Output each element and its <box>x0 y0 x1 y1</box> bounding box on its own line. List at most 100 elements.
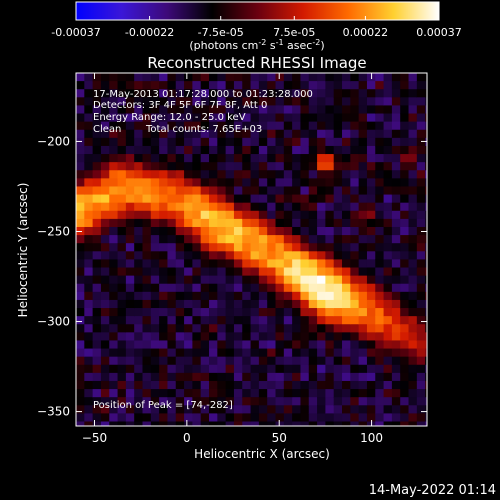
heatmap-cell <box>192 259 202 269</box>
heatmap-cell <box>325 291 335 301</box>
heatmap-cell <box>242 332 252 342</box>
heatmap-cell <box>233 332 243 342</box>
heatmap-cell <box>100 73 110 82</box>
heatmap-cell <box>250 243 260 252</box>
heatmap-cell <box>425 380 427 390</box>
heatmap-cell <box>192 380 202 390</box>
heatmap-cell <box>76 340 85 350</box>
heatmap-cell <box>383 73 393 82</box>
heatmap-cell <box>275 389 285 398</box>
heatmap-cell <box>366 259 376 269</box>
heatmap-cell <box>342 299 351 309</box>
heatmap-cell <box>242 372 252 382</box>
heatmap-cell <box>416 73 426 82</box>
heatmap-cell <box>167 397 177 406</box>
heatmap-cell <box>184 348 193 358</box>
heatmap-cell <box>308 275 318 285</box>
heatmap-cell <box>250 178 260 188</box>
heatmap-cell <box>100 421 110 426</box>
heatmap-cell <box>175 332 185 342</box>
heatmap-cell <box>233 397 243 406</box>
heatmap-cell <box>225 421 235 426</box>
heatmap-cell <box>400 73 410 82</box>
heatmap-cell <box>408 308 418 317</box>
heatmap-cell <box>317 129 326 139</box>
heatmap-cell <box>342 89 351 98</box>
heatmap-cell <box>242 218 252 228</box>
heatmap-cell <box>317 405 326 414</box>
heatmap-cell <box>366 243 376 252</box>
heatmap-cell <box>159 348 169 358</box>
heatmap-cell <box>242 389 252 398</box>
heatmap-cell <box>366 405 376 414</box>
heatmap-cell <box>233 105 243 115</box>
heatmap-cell <box>391 308 401 317</box>
heatmap-cell <box>317 194 326 204</box>
heatmap-cell <box>267 397 277 406</box>
heatmap-cell <box>275 380 285 390</box>
heatmap-cell <box>300 105 310 115</box>
heatmap-cell <box>375 299 385 309</box>
heatmap-cell <box>225 186 235 196</box>
heatmap-cell <box>258 251 268 261</box>
heatmap-cell <box>250 235 260 244</box>
heatmap-cell <box>267 186 277 196</box>
heatmap-cell <box>192 186 202 196</box>
heatmap-cell <box>167 316 177 325</box>
heatmap-cell <box>325 283 335 293</box>
heatmap-cell <box>100 283 110 293</box>
heatmap-cell <box>175 186 185 196</box>
heatmap-cell <box>308 121 318 131</box>
heatmap-cell <box>400 129 410 139</box>
heatmap-cell <box>209 97 218 107</box>
heatmap-cell <box>383 267 393 277</box>
heatmap-cell <box>192 291 202 301</box>
heatmap-cell <box>308 397 318 406</box>
heatmap-cell <box>325 364 335 374</box>
heatmap-cell <box>425 89 427 98</box>
heatmap-cell <box>325 316 335 325</box>
heatmap-cell <box>267 356 277 366</box>
heatmap-cell <box>391 380 401 390</box>
heatmap-cell <box>92 154 102 163</box>
heatmap-cell <box>283 356 293 366</box>
heatmap-cell <box>242 324 252 333</box>
heatmap-cell <box>175 275 185 285</box>
heatmap-cell <box>200 421 210 426</box>
heatmap-cell <box>383 372 393 382</box>
heatmap-cell <box>134 178 144 188</box>
heatmap-cell <box>225 267 235 277</box>
heatmap-cell <box>375 226 385 236</box>
heatmap-cell <box>258 145 268 155</box>
heatmap-cell <box>258 267 268 277</box>
heatmap-cell <box>400 275 410 285</box>
heatmap-cell <box>333 405 343 414</box>
heatmap-cell <box>150 267 160 277</box>
heatmap-cell <box>84 218 94 228</box>
heatmap-cell <box>134 283 144 293</box>
heatmap-cell <box>200 226 210 236</box>
heatmap-cell <box>275 397 285 406</box>
heatmap-cell <box>117 73 127 82</box>
heatmap-cell <box>159 73 169 82</box>
heatmap-cell <box>267 97 277 107</box>
heatmap-cell <box>92 275 102 285</box>
heatmap-cell <box>366 210 376 220</box>
heatmap-cell <box>192 308 202 317</box>
heatmap-cell <box>192 218 202 228</box>
heatmap-cell <box>375 421 385 426</box>
heatmap-cell <box>292 413 302 423</box>
heatmap-cell <box>342 421 351 426</box>
heatmap-cell <box>134 97 144 107</box>
heatmap-cell <box>84 380 94 390</box>
heatmap-cell <box>167 413 177 423</box>
heatmap-cell <box>391 299 401 309</box>
heatmap-cell <box>134 372 144 382</box>
heatmap-cell <box>100 145 110 155</box>
heatmap-cell <box>84 145 94 155</box>
heatmap-cell <box>267 316 277 325</box>
heatmap-cell <box>250 129 260 139</box>
heatmap-cell <box>209 316 218 325</box>
heatmap-cell <box>300 421 310 426</box>
heatmap-cell <box>184 251 193 261</box>
